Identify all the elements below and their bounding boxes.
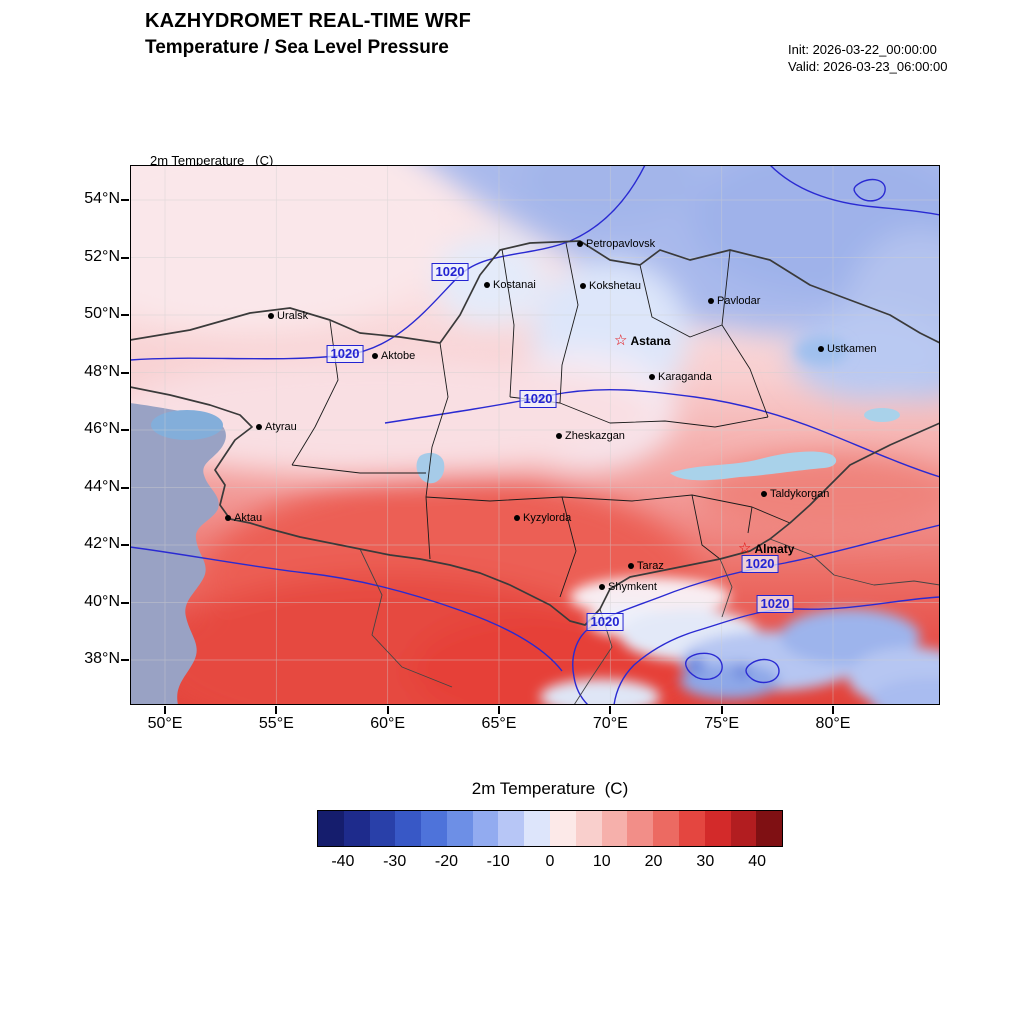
colorbar-segment <box>343 811 370 846</box>
colorbar-tick-label: 20 <box>644 853 663 870</box>
lat-tick-label: 54°N <box>84 190 120 207</box>
colorbar-segment <box>756 811 783 846</box>
field-layers <box>130 165 940 705</box>
colorbar-segment <box>395 811 422 846</box>
lon-tick-label: 80°E <box>815 715 851 732</box>
lat-tick-label: 38°N <box>84 650 120 667</box>
lon-tick-label: 55°E <box>258 715 294 732</box>
lon-tick-label: 60°E <box>370 715 406 732</box>
valid-time: Valid: 2026-03-23_06:00:00 <box>788 59 948 74</box>
colorbar-segment <box>653 811 679 846</box>
lat-tick-mark <box>121 256 129 259</box>
temperature-pressure-map-svg <box>130 165 940 705</box>
colorbar-segment <box>318 811 344 846</box>
lake-balkhash <box>670 451 837 481</box>
country-border-kazakhstan <box>130 240 940 626</box>
lat-tick-label: 40°N <box>84 592 120 610</box>
lat-tick-label: 46°N <box>84 420 120 437</box>
pressure-contours <box>130 165 940 705</box>
colorbar-segment <box>704 811 731 846</box>
lat-tick-mark <box>121 601 129 604</box>
lon-tick-mark <box>164 706 166 714</box>
colorbar-segment <box>472 811 499 846</box>
lat-tick-label: 42°N <box>84 535 120 552</box>
colorbar <box>317 810 783 847</box>
colorbar-segment <box>678 811 705 846</box>
product-title: KAZHYDROMET REAL-TIME WRF <box>145 10 472 32</box>
colorbar-title: 2m Temperature (C) <box>471 779 629 798</box>
run-times: Init: 2026-03-22_00:00:00 Valid: 2026-03… <box>788 41 948 75</box>
lon-tick-label: 75°E <box>704 715 740 732</box>
lat-tick-mark <box>121 429 129 431</box>
north-caspian-shallow <box>151 410 223 440</box>
colorbar-tick-label: -30 <box>383 853 407 870</box>
lat-tick-mark <box>121 659 129 661</box>
colorbar-segment <box>575 811 602 846</box>
colorbar-tick-label: 0 <box>545 853 555 870</box>
lon-tick-mark <box>386 706 389 714</box>
lat-tick-label: 52°N <box>84 247 120 265</box>
colorbar-segment <box>730 811 757 846</box>
init-time: Init: 2026-03-22_00:00:00 <box>788 42 937 57</box>
colorbar-tick-label: 40 <box>748 853 767 870</box>
lat-tick-mark <box>121 544 129 546</box>
colorbar-tick-label: -20 <box>434 853 458 870</box>
colorbar-segment <box>369 811 396 846</box>
product-subtitle: Temperature / Sea Level Pressure <box>145 37 449 58</box>
lat-tick-mark <box>121 486 129 489</box>
lat-tick-label: 48°N <box>84 362 120 380</box>
lon-tick-label: 70°E <box>592 715 628 732</box>
colorbar-segment <box>601 811 628 846</box>
colorbar-tick-label: -10 <box>486 853 510 870</box>
colorbar-segment <box>524 811 551 846</box>
colorbar-tick-label: -40 <box>331 853 355 870</box>
lat-tick-label: 44°N <box>84 477 120 495</box>
colorbar-segment <box>421 811 447 846</box>
lake-zaysan <box>864 408 900 422</box>
lon-tick-label: 50°E <box>147 715 183 732</box>
colorbar-labels: -40 -30 -20 -10 0 10 20 30 40 <box>317 853 783 875</box>
colorbar-segment <box>550 811 576 846</box>
foreign-borders <box>359 538 940 705</box>
lon-tick-mark <box>720 706 723 714</box>
map-frame <box>130 165 940 705</box>
lat-tick-label: 50°N <box>84 305 120 322</box>
lon-tick-mark <box>275 706 278 714</box>
colorbar-tick-label: 10 <box>592 853 611 870</box>
lon-tick-mark <box>831 706 834 714</box>
map-canvas <box>130 165 940 705</box>
lon-tick-mark <box>609 706 612 714</box>
lat-tick-mark <box>121 314 129 316</box>
lon-tick-label: 65°E <box>481 715 517 732</box>
lat-tick-mark <box>121 199 129 201</box>
colorbar-tick-label: 30 <box>696 853 715 870</box>
colorbar-segment <box>627 811 654 846</box>
field-label-temperature: 2m Temperature (C) <box>150 153 274 168</box>
colorbar-segment <box>498 811 525 846</box>
lon-tick-mark <box>497 706 500 714</box>
lat-tick-mark <box>121 371 129 374</box>
colorbar-segment <box>446 811 473 846</box>
aral-sea <box>416 452 445 484</box>
